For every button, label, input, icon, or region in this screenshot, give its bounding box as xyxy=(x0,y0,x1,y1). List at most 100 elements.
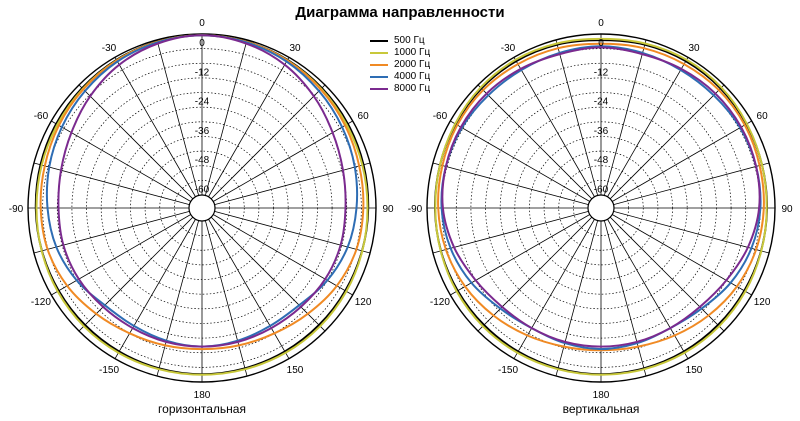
legend-swatch-2000 xyxy=(370,64,388,66)
angle-label: -120 xyxy=(31,297,51,308)
grid-spoke xyxy=(603,39,647,196)
inner-hub xyxy=(587,194,615,222)
legend-swatch-8000 xyxy=(370,88,388,90)
outer-ring xyxy=(27,33,377,383)
grid-spoke xyxy=(210,84,326,200)
angle-label: 90 xyxy=(781,204,793,215)
chart-title: Диаграмма направленности xyxy=(295,4,505,21)
grid-spoke xyxy=(156,39,200,196)
angle-label: -90 xyxy=(9,204,24,215)
radial-label: 0 xyxy=(598,38,604,49)
angle-label: -60 xyxy=(433,111,448,122)
radial-label: -24 xyxy=(195,97,210,108)
grid-spoke xyxy=(214,210,371,254)
grid-spoke xyxy=(613,162,770,206)
angle-label: 30 xyxy=(688,43,700,54)
grid-spoke xyxy=(208,219,290,359)
grid-spoke xyxy=(33,162,190,206)
angle-label: -150 xyxy=(498,365,518,376)
radial-label: -48 xyxy=(195,155,210,166)
angle-label: 150 xyxy=(686,365,703,376)
angle-label: -120 xyxy=(430,297,450,308)
legend-swatch-4000 xyxy=(370,76,388,78)
series-curve-8000-Гц xyxy=(57,34,347,348)
radial-label: -60 xyxy=(195,184,210,195)
grid-spoke xyxy=(612,120,752,202)
grid-spoke xyxy=(603,220,647,377)
legend-label-2000: 2000 Гц xyxy=(394,59,431,70)
legend-swatch-500 xyxy=(370,40,388,42)
grid-spoke xyxy=(114,57,196,197)
polar-plot-1: 0 -12 -24 -36 -48 -60 0 30 60 90 120 150 180 -150 -120… xyxy=(9,18,394,416)
legend-label-500: 500 Гц xyxy=(394,35,425,46)
angle-label: 120 xyxy=(355,297,372,308)
grid-spoke xyxy=(555,39,599,196)
grid-spoke xyxy=(613,210,770,254)
legend-item-500: 500 Гц xyxy=(370,35,430,47)
series-curve-2000-Гц xyxy=(39,34,365,351)
series-curve-4000-Гц xyxy=(440,45,762,351)
grid-spoke xyxy=(213,214,353,296)
grid-spoke xyxy=(555,220,599,377)
angle-label: 0 xyxy=(199,18,205,29)
angle-label: 150 xyxy=(287,365,304,376)
grid-spoke xyxy=(612,214,752,296)
grid-spoke xyxy=(607,57,689,197)
angle-label: 0 xyxy=(598,18,604,29)
angle-label: 90 xyxy=(382,204,394,215)
angle-label: -60 xyxy=(34,111,49,122)
grid-spoke xyxy=(156,220,200,377)
grid-spoke xyxy=(432,162,589,206)
radial-label: -60 xyxy=(594,184,609,195)
radial-label: 0 xyxy=(199,38,205,49)
series-curve-1000-Гц xyxy=(434,37,768,376)
radial-label: -36 xyxy=(195,126,210,137)
legend-label-4000: 4000 Гц xyxy=(394,71,431,82)
angle-label: -90 xyxy=(408,204,423,215)
plot-caption: горизонтальная xyxy=(158,402,246,416)
legend-item-8000: 8000 Гц xyxy=(370,83,430,95)
angle-label: -150 xyxy=(99,365,119,376)
grid-spoke xyxy=(214,162,371,206)
grid-spoke xyxy=(432,210,589,254)
grid-spoke xyxy=(450,214,590,296)
angle-label: -30 xyxy=(102,43,117,54)
legend-label-1000: 1000 Гц xyxy=(394,47,431,58)
legend-item-1000: 1000 Гц xyxy=(370,47,430,59)
angle-label: 60 xyxy=(757,111,769,122)
grid-spoke xyxy=(450,120,590,202)
series-curve-1000-Гц xyxy=(35,34,369,376)
grid-spoke xyxy=(78,84,194,200)
angle-label: 120 xyxy=(754,297,771,308)
grid-spoke xyxy=(208,57,290,197)
grid-spoke xyxy=(204,39,248,196)
angle-label: 60 xyxy=(358,111,370,122)
legend-item-2000: 2000 Гц xyxy=(370,59,430,71)
radial-label: -24 xyxy=(594,97,609,108)
grid-spoke xyxy=(204,220,248,377)
angle-label: 180 xyxy=(194,390,211,401)
grid-spoke xyxy=(477,216,593,332)
radial-label: -12 xyxy=(195,67,210,78)
radial-label: -36 xyxy=(594,126,609,137)
series-curve-8000-Гц xyxy=(441,46,761,348)
series-curve-2000-Гц xyxy=(437,42,765,352)
angle-label: 180 xyxy=(593,390,610,401)
legend-label-8000: 8000 Гц xyxy=(394,83,431,94)
grid-spoke xyxy=(477,84,593,200)
grid-spoke xyxy=(210,216,326,332)
grid-spoke xyxy=(78,216,194,332)
grid-spoke xyxy=(33,210,190,254)
legend: 500 Гц 1000 Гц 2000 Гц 4000 Гц 8000 Гц xyxy=(370,35,430,95)
radial-label: -12 xyxy=(594,67,609,78)
angle-label: 30 xyxy=(289,43,301,54)
inner-hub xyxy=(188,194,216,222)
radial-label: -48 xyxy=(594,155,609,166)
polar-plot-2: 0 -12 -24 -36 -48 -60 0 30 60 90 120 150 180 -150 -120… xyxy=(408,18,793,416)
angle-label: -30 xyxy=(501,43,516,54)
plot-caption: вертикальная xyxy=(563,402,640,416)
grid-spoke xyxy=(51,214,191,296)
grid-spoke xyxy=(51,120,191,202)
legend-swatch-1000 xyxy=(370,52,388,54)
